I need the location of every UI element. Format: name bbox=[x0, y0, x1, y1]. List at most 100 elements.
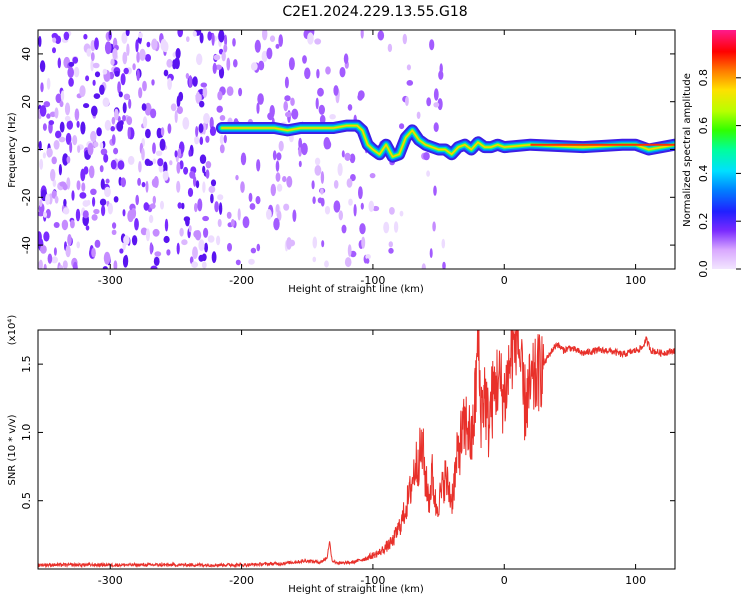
spectrogram-cell bbox=[416, 111, 421, 120]
spectrogram-cell bbox=[298, 160, 302, 168]
spectrogram-cell bbox=[199, 154, 207, 164]
spectrogram-cell bbox=[433, 122, 439, 133]
spectrogram-cell bbox=[256, 159, 261, 172]
spectrogram-cell bbox=[211, 251, 217, 264]
spectrogram-cell bbox=[257, 93, 264, 105]
spectrogram-cell bbox=[437, 98, 443, 111]
spectrogram-cell bbox=[79, 85, 86, 97]
spectrogram-cell bbox=[368, 200, 375, 212]
spectrogram-cell bbox=[192, 246, 198, 259]
spectrogram-cell bbox=[288, 57, 295, 71]
spectrogram-cell bbox=[157, 158, 164, 167]
spectrogram-cell bbox=[338, 210, 343, 221]
spectrogram-cell bbox=[43, 211, 47, 218]
spectrogram-cell bbox=[169, 160, 173, 166]
spectrogram-cell bbox=[272, 150, 277, 161]
spectrogram-cell bbox=[112, 222, 117, 229]
spectrogram-cell bbox=[159, 138, 166, 151]
spectrogram-cell bbox=[75, 208, 81, 222]
spectrogram-cell bbox=[188, 149, 192, 157]
spectrogram-cell bbox=[38, 35, 42, 48]
spectrogram-cell bbox=[54, 107, 59, 119]
spectrogram-cell bbox=[59, 100, 64, 108]
spectrogram-cell bbox=[64, 115, 71, 122]
spectrogram-cell bbox=[406, 80, 414, 86]
spectrogram-cell bbox=[148, 214, 154, 224]
spectrogram-cell bbox=[302, 55, 307, 64]
spectrogram-cell bbox=[102, 68, 108, 75]
spectrogram-cell bbox=[141, 147, 145, 161]
spectrogram-cell bbox=[149, 203, 156, 210]
spectrogram-cell bbox=[442, 261, 446, 269]
spectrogram-cell bbox=[304, 67, 311, 80]
spectrogram-cell bbox=[63, 198, 67, 207]
spectrogram-cell bbox=[118, 91, 123, 98]
spectrogram-cell bbox=[122, 209, 126, 217]
spectrogram-cell bbox=[429, 248, 433, 259]
spectrogram-cell bbox=[270, 183, 276, 197]
spectrogram-cell bbox=[433, 88, 439, 101]
spectrogram-cell bbox=[360, 202, 364, 210]
spectrogram-cell bbox=[68, 77, 74, 87]
spectrogram-cell bbox=[51, 156, 57, 165]
spectrogram-cell bbox=[182, 117, 190, 130]
spectrogram-cell bbox=[248, 258, 255, 265]
spectrogram-cell bbox=[214, 201, 219, 213]
spectrogram-cell bbox=[126, 116, 133, 126]
spectrogram-cell bbox=[333, 200, 341, 213]
spectrogram-cell bbox=[46, 77, 51, 90]
y-tick-label: 0.5 bbox=[20, 492, 33, 510]
x-tick-label: 100 bbox=[625, 274, 646, 287]
y-tick-label: 20 bbox=[20, 95, 33, 109]
spectrogram-cell bbox=[262, 30, 268, 41]
spectrogram-cell bbox=[103, 251, 111, 265]
spectrogram-cell bbox=[256, 102, 260, 114]
spectrogram-cell bbox=[91, 214, 98, 221]
spectrogram-cell bbox=[195, 126, 199, 137]
spectrogram-cell bbox=[88, 165, 95, 179]
spectrogram-cell bbox=[120, 177, 127, 188]
spectrogram-cell bbox=[266, 47, 273, 60]
spectrogram-cell bbox=[110, 126, 115, 132]
spectrogram-ridge bbox=[215, 119, 675, 163]
snr-series bbox=[38, 330, 675, 569]
spectrogram-cell bbox=[207, 235, 215, 243]
y-tick-label: -20 bbox=[20, 188, 33, 206]
spectrogram-cell bbox=[131, 207, 137, 219]
spectrogram-cell bbox=[102, 266, 108, 269]
spectrogram-cell bbox=[59, 121, 65, 133]
spectrogram-cell bbox=[278, 34, 284, 47]
spectrogram-cell bbox=[276, 183, 283, 192]
spectrogram-cell bbox=[127, 126, 131, 140]
spectrogram-cell bbox=[275, 204, 280, 213]
spectrogram-cell bbox=[116, 121, 124, 132]
spectrogram-cell bbox=[70, 219, 75, 229]
spectrogram-cell bbox=[76, 241, 80, 249]
spectrogram-cell bbox=[283, 203, 290, 211]
spectrogram-cell bbox=[205, 161, 212, 169]
spectrogram-cell bbox=[154, 251, 162, 257]
spectrogram-cell bbox=[40, 245, 47, 254]
colorbar: 0.0 0.2 0.4 0.6 0.8 Normalized spectral ampl… bbox=[682, 30, 741, 278]
spectrogram-cell bbox=[93, 93, 101, 99]
spectrogram-cell bbox=[285, 111, 292, 118]
spectrogram-cell bbox=[292, 209, 297, 222]
spectrogram-cell bbox=[40, 82, 44, 93]
spectrogram-cell bbox=[68, 61, 75, 67]
spectrogram-cell bbox=[139, 48, 146, 61]
spectrogram-cell bbox=[347, 244, 352, 257]
spectrogram-cell bbox=[202, 215, 210, 222]
spectrogram-cell bbox=[198, 239, 205, 252]
spectrogram-cell bbox=[192, 30, 197, 37]
spectrogram-cell bbox=[402, 33, 407, 45]
spectrogram-cell bbox=[275, 160, 280, 172]
spectrogram-cell bbox=[65, 245, 71, 258]
spectrogram-cell bbox=[167, 77, 173, 91]
spectrogram-cell bbox=[196, 53, 203, 66]
spectrogram-cell bbox=[199, 136, 204, 145]
spectrogram-ridge-line bbox=[221, 124, 675, 158]
spectrogram-cell bbox=[114, 70, 120, 77]
spectrogram-cell bbox=[114, 108, 119, 121]
spectrogram-cell bbox=[87, 142, 94, 156]
